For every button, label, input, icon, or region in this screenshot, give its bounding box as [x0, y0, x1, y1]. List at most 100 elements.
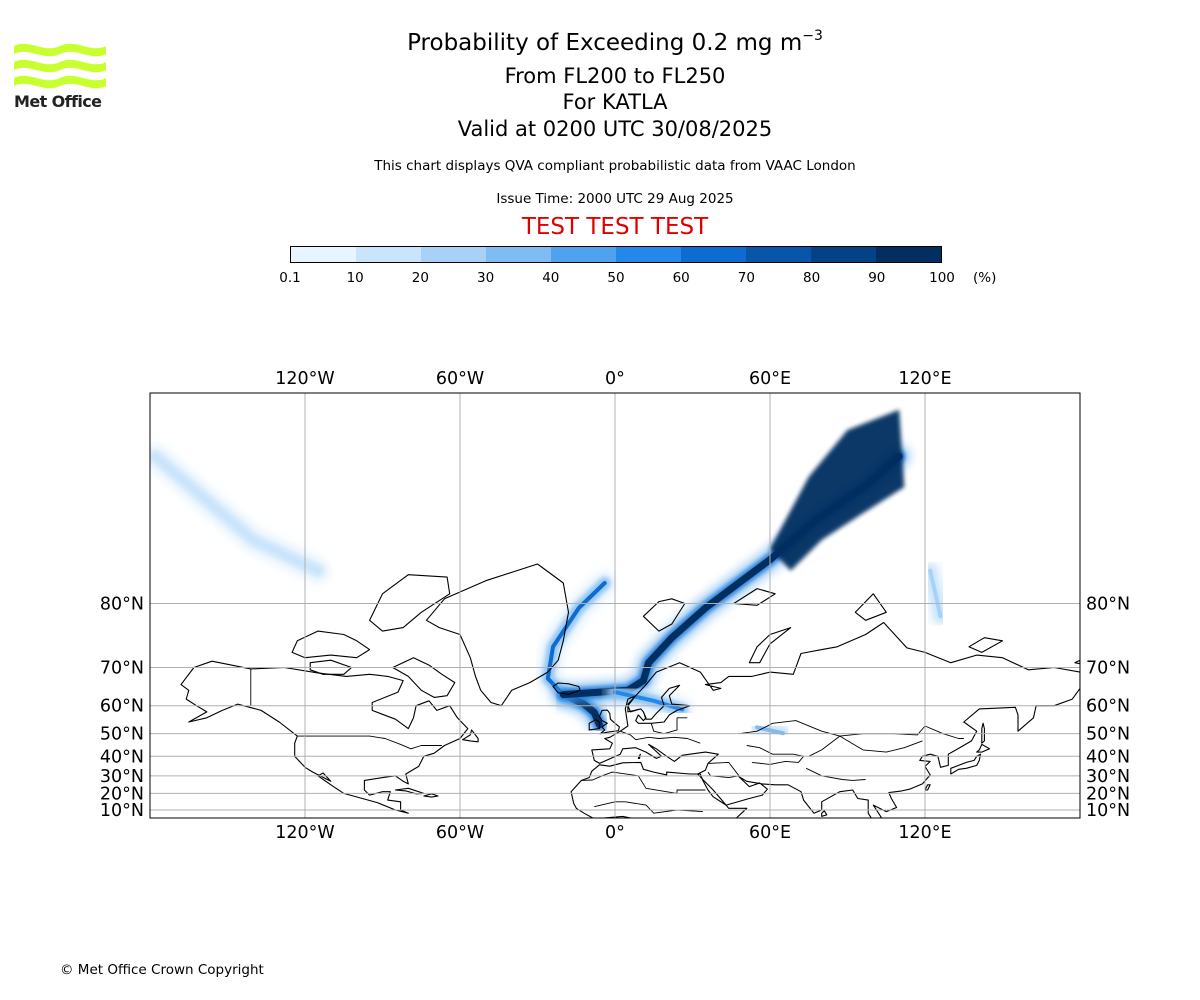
lon-label-bottom: 120°E	[898, 823, 951, 843]
colorbar-segment	[681, 247, 746, 262]
lat-label-right: 50°N	[1086, 725, 1130, 745]
lon-label-top: 60°W	[436, 369, 484, 389]
hispaniola-coast	[423, 793, 439, 798]
plume-baltic-arm	[604, 681, 694, 721]
franz-josef-land-coast	[733, 588, 776, 606]
wrangel-island-coast	[1074, 659, 1080, 665]
met-office-logo-icon	[14, 43, 106, 89]
chart-title-text: Probability of Exceeding 0.2 mg m	[407, 30, 803, 56]
map-frame	[149, 392, 1081, 819]
lat-label-right: 10°N	[1086, 801, 1130, 821]
valid-time: Valid at 0200 UTC 30/08/2025	[457, 117, 773, 141]
lat-label-left: 70°N	[100, 659, 144, 679]
plume-core	[613, 690, 685, 712]
plume-siberia-patch	[919, 559, 952, 628]
newfoundland-coast	[462, 729, 479, 743]
colorbar-tick-label: 40	[542, 270, 560, 286]
taiwan-coast	[924, 784, 931, 791]
lat-label-left: 80°N	[100, 595, 144, 615]
met-office-logo-text: Met Office	[14, 92, 102, 111]
lat-label-left: 60°N	[100, 697, 144, 717]
volcano-name: For KATLA	[562, 90, 668, 114]
lon-label-bottom: 120°W	[275, 823, 334, 843]
ireland-coast	[588, 719, 601, 731]
lat-label-right: 30°N	[1086, 767, 1130, 787]
colorbar-segment	[616, 247, 681, 262]
colorbar-segment	[421, 247, 486, 262]
colorbar-segment	[811, 247, 876, 262]
colorbar-tick-label: 70	[737, 270, 755, 286]
plume-core	[928, 568, 943, 619]
ash-plumes	[150, 409, 952, 745]
china-border	[808, 735, 923, 757]
chart-title: Probability of Exceeding 0.2 mg m−3	[0, 28, 1200, 56]
iceland-coast	[552, 682, 581, 695]
lon-label-bottom: 60°W	[436, 823, 484, 843]
novaya-zemlya-coast	[748, 627, 792, 664]
europe-borders-2	[650, 717, 688, 735]
colorbar-unit: (%)	[973, 270, 997, 286]
victoria-island-coast	[309, 659, 353, 675]
lat-label-left: 40°N	[100, 747, 144, 767]
copyright: © Met Office Crown Copyright	[60, 962, 264, 978]
lon-label-top: 120°E	[898, 369, 951, 389]
middle-east-borders	[707, 761, 740, 779]
europe-borders	[620, 730, 701, 744]
britain-coast	[598, 709, 620, 735]
colorbar-segment	[551, 247, 616, 262]
arctic-archipelago-coast	[291, 630, 371, 659]
new-siberian-islands-coast	[968, 637, 1004, 653]
plume-core	[153, 454, 320, 573]
eurasia-coast	[591, 621, 1080, 818]
test-banner: TEST TEST TEST	[521, 214, 709, 240]
colorbar-segment	[356, 247, 421, 262]
colorbar-segment	[291, 247, 356, 262]
issue-time: Issue Time: 2000 UTC 29 Aug 2025	[496, 191, 734, 207]
severnaya-zemlya-coast	[854, 593, 887, 621]
chart-title-exponent: −3	[802, 28, 823, 44]
lon-label-bottom: 0°	[605, 823, 625, 843]
colorbar-tick-label: 100	[929, 270, 955, 286]
us-canada-border	[297, 735, 442, 750]
hokkaido-coast	[976, 743, 991, 753]
himalaya-border	[806, 767, 866, 781]
lat-label-right: 20°N	[1086, 784, 1130, 804]
lon-label-top: 60°E	[749, 369, 791, 389]
lat-label-left: 10°N	[100, 801, 144, 821]
colorbar	[290, 246, 942, 263]
lat-label-left: 50°N	[100, 725, 144, 745]
colorbar-tick-label: 80	[803, 270, 821, 286]
plume-core	[545, 581, 607, 697]
description: This chart displays QVA compliant probab…	[374, 158, 856, 174]
lat-label-right: 80°N	[1086, 595, 1130, 615]
japan-coast	[950, 753, 982, 775]
colorbar-tick-label: 50	[607, 270, 625, 286]
plume-arctic-canada-haze	[150, 445, 329, 582]
colorbar-tick-label: 20	[411, 270, 429, 286]
lat-label-right: 40°N	[1086, 747, 1130, 767]
greenland-coast	[425, 563, 570, 707]
lon-label-bottom: 60°E	[749, 823, 791, 843]
colorbar-segment	[486, 247, 551, 262]
lon-label-top: 0°	[605, 369, 625, 389]
sakhalin-coast	[981, 722, 985, 744]
lat-label-left: 30°N	[100, 767, 144, 787]
colorbar-segment	[746, 247, 811, 262]
colorbar-tick-label: 90	[868, 270, 886, 286]
colorbar-tick-label: 60	[672, 270, 690, 286]
colorbar-tick-label: 10	[346, 270, 364, 286]
lat-label-left: 20°N	[100, 784, 144, 804]
level-range: From FL200 to FL250	[504, 64, 726, 88]
plume-greenland-arm	[536, 572, 616, 706]
colorbar-segment	[876, 247, 941, 262]
plume-arctic-core	[770, 409, 905, 571]
colorbar-tick-label: 0.1	[279, 270, 301, 286]
graticule	[150, 393, 1080, 818]
colorbar-tick-label: 30	[477, 270, 495, 286]
sri-lanka-coast	[821, 810, 828, 817]
north-america-coast	[180, 660, 469, 814]
axis-labels: 120°W 120°W 60°W 60°W 0° 0° 60°E 60°E 120°E 120°E…	[100, 369, 1130, 843]
lat-label-right: 70°N	[1086, 659, 1130, 679]
baffin-island-coast	[392, 657, 456, 698]
